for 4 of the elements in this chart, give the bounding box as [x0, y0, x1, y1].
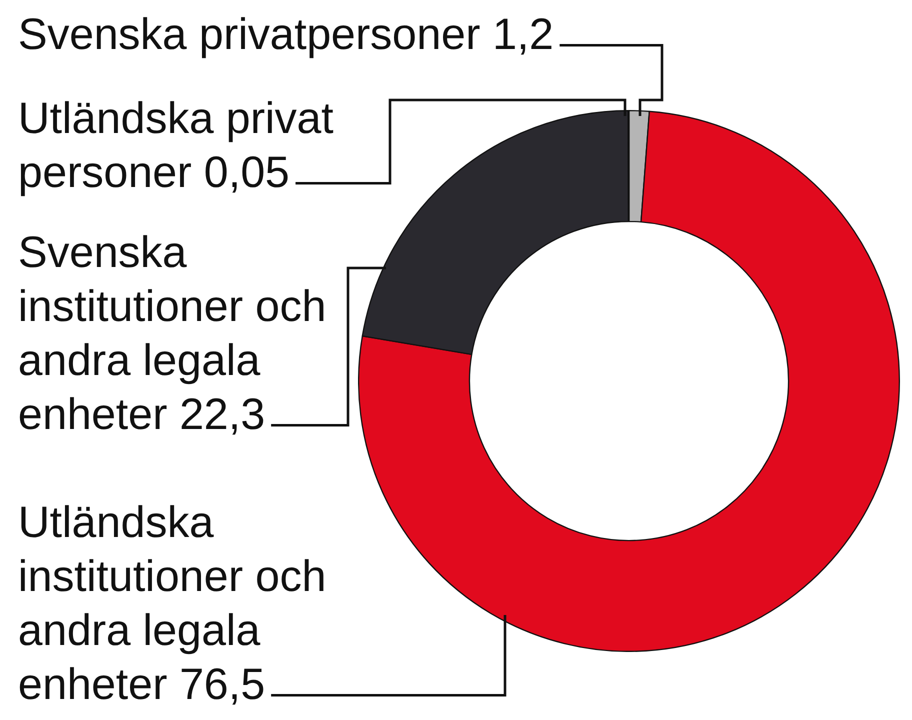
slice-label: Svenska privatpersoner 1,2 — [18, 9, 555, 61]
slice-label: Svenska institutioner och andra legala enheter 22,3 — [18, 227, 328, 441]
slice-label: Utländska privat personer 0,05 — [18, 93, 334, 199]
slice-label: Utländska institutioner och andra legala enheter 76,5 — [18, 497, 328, 711]
